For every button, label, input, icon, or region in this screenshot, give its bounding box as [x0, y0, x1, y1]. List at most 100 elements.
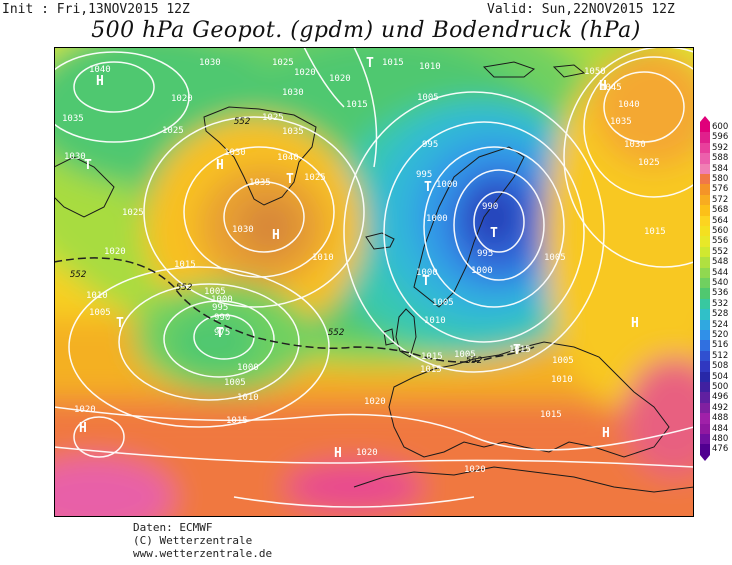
- legend-label: 504: [712, 371, 729, 382]
- legend-label: 564: [712, 215, 729, 226]
- pressure-label: 1000: [211, 295, 233, 305]
- legend-label: 520: [712, 330, 729, 340]
- pressure-label: 975: [214, 328, 230, 338]
- legend-label: 536: [712, 288, 729, 299]
- legend-swatch: [700, 132, 710, 144]
- pressure-label: 1020: [104, 247, 126, 257]
- low-pressure-marker: T: [116, 316, 124, 331]
- isobar-1025-greenland: [143, 116, 365, 308]
- pressure-label: 1005: [89, 308, 111, 318]
- weather-map: 1040 1030 1025 1020 1020 1015 1010 1035 …: [54, 47, 694, 517]
- legend-label: 540: [712, 278, 729, 288]
- legend-label: 576: [712, 184, 729, 195]
- pressure-label: 1030: [199, 58, 221, 68]
- height-label: 552: [176, 283, 192, 293]
- legend-swatch: [700, 402, 710, 414]
- legend-label: 596: [712, 132, 729, 143]
- isobar-1020-south: [54, 446, 694, 468]
- footer: Daten: ECMWF (C) Wetterzentrale www.wett…: [133, 521, 272, 560]
- legend-swatch: [700, 434, 710, 445]
- legend-label: 496: [712, 392, 729, 403]
- map-title: 500 hPa Geopot. (gpdm) und Bodendruck (h…: [91, 18, 641, 43]
- isobars: [54, 47, 694, 508]
- high-pressure-marker: H: [216, 158, 224, 173]
- pressure-label: 1010: [237, 393, 259, 403]
- isobar-1035-canada: [54, 51, 190, 143]
- legend-label: 484: [712, 423, 729, 434]
- legend-label: 492: [712, 402, 729, 413]
- legend-swatch: [700, 423, 710, 435]
- valid-time: Valid: Sun,22NOV2015 12Z: [487, 2, 675, 17]
- legend-label: 556: [712, 236, 729, 247]
- isobar-1010: [343, 91, 605, 373]
- pressure-label: 1035: [610, 117, 632, 127]
- pressure-label: 1025: [272, 58, 294, 68]
- legend-label: 512: [712, 350, 729, 361]
- legend-swatch: [700, 142, 710, 154]
- pressure-label: 1030: [624, 140, 646, 150]
- pressure-label: 1025: [304, 173, 326, 183]
- legend-swatch: [700, 267, 710, 279]
- low-pressure-marker: T: [422, 274, 430, 289]
- pressure-label: 1030: [232, 225, 254, 235]
- pressure-label: 1010: [551, 375, 573, 385]
- legend-label: 568: [712, 205, 729, 216]
- high-pressure-marker: H: [602, 426, 610, 441]
- isobar-1020-azores: [73, 416, 125, 458]
- pressure-label: 1000: [416, 268, 438, 278]
- legend-label: 500: [712, 382, 729, 392]
- pressure-label: 1020: [356, 448, 378, 458]
- legend-label: 488: [712, 413, 729, 424]
- legend-swatch: [700, 392, 710, 404]
- legend-swatch: [700, 340, 710, 352]
- legend-label: 552: [712, 246, 729, 257]
- legend-swatch: [700, 361, 710, 373]
- isobar-995: [453, 169, 545, 281]
- isobar-1040-russia: [583, 56, 694, 198]
- pressure-label: 1025: [122, 208, 144, 218]
- pressure-label: 1005: [544, 253, 566, 263]
- legend-swatch: [700, 257, 710, 269]
- legend-label: 532: [712, 298, 729, 309]
- isobar-1005: [383, 121, 585, 343]
- legend-swatch: [700, 309, 710, 321]
- legend-swatch: [700, 371, 710, 383]
- pressure-label: 1000: [426, 214, 448, 224]
- copyright: (C) Wetterzentrale: [133, 534, 253, 547]
- pressure-label: 1025: [262, 113, 284, 123]
- legend-swatch: [700, 153, 710, 165]
- pressure-label: 1035: [249, 178, 271, 188]
- legend-label: 580: [712, 174, 729, 184]
- legend-swatch: [700, 246, 710, 258]
- pressure-label: 1015: [420, 365, 442, 375]
- isobar-1020-north: [303, 47, 345, 108]
- pressure-label: 1040: [618, 100, 640, 110]
- map-border: [54, 47, 694, 517]
- pressure-label: 1020: [364, 397, 386, 407]
- legend-label: 516: [712, 340, 729, 351]
- high-pressure-marker: H: [79, 421, 87, 436]
- pressure-label: 995: [422, 140, 438, 150]
- init-time: Init : Fri,13NOV2015 12Z: [2, 2, 190, 17]
- pressure-label: 1035: [62, 114, 84, 124]
- legend-label: 560: [712, 226, 729, 236]
- pressure-label: 990: [214, 313, 230, 323]
- pressure-label: 995: [212, 303, 228, 313]
- pressure-label: 1000: [471, 266, 493, 276]
- pressure-label: 1000: [436, 180, 458, 190]
- pressure-label: 1010: [86, 291, 108, 301]
- legend-label: 548: [712, 257, 729, 268]
- legend-label: 524: [712, 319, 729, 330]
- height-contour-552: [54, 257, 535, 363]
- low-pressure-marker: T: [513, 343, 521, 358]
- legend-swatch: [700, 184, 710, 196]
- low-pressure-marker: T: [84, 158, 92, 173]
- isobar-990: [473, 191, 525, 253]
- pressure-label: 1030: [64, 152, 86, 162]
- pressure-label: 1015: [509, 345, 531, 355]
- pressure-label: 1040: [89, 65, 111, 75]
- legend-swatch: [700, 226, 710, 237]
- legend-swatch: [700, 278, 710, 289]
- pressure-label: 1005: [454, 350, 476, 360]
- legend-label: 600: [712, 122, 729, 132]
